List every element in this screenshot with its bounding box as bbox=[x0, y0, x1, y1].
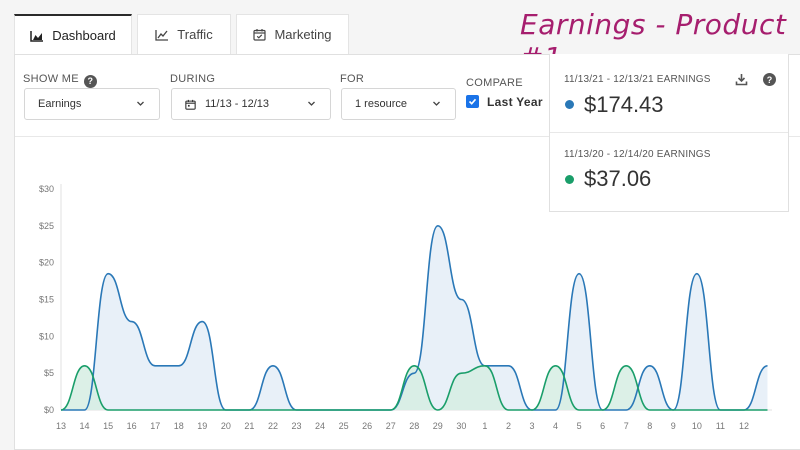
tab-dashboard[interactable]: Dashboard bbox=[14, 14, 132, 55]
x-tick-label: 14 bbox=[80, 421, 90, 431]
x-tick-label: 1 bbox=[482, 421, 487, 431]
x-tick-label: 4 bbox=[553, 421, 558, 431]
x-tick-label: 28 bbox=[409, 421, 419, 431]
compare-checkbox[interactable] bbox=[466, 95, 479, 108]
for-value: 1 resource bbox=[355, 98, 407, 110]
x-tick-label: 13 bbox=[56, 421, 66, 431]
line-chart-icon bbox=[155, 29, 169, 41]
current-earnings-label: 11/13/21 - 12/13/21 EARNINGS bbox=[564, 74, 711, 85]
chevron-down-icon bbox=[137, 101, 144, 106]
chevron-down-icon bbox=[308, 101, 315, 106]
previous-earnings: 11/13/20 - 12/14/20 EARNINGS $37.06 bbox=[550, 132, 788, 212]
tab-label: Marketing bbox=[274, 27, 332, 42]
download-icon[interactable] bbox=[735, 73, 748, 86]
x-tick-label: 2 bbox=[506, 421, 511, 431]
x-tick-label: 12 bbox=[739, 421, 749, 431]
x-tick-label: 9 bbox=[671, 421, 676, 431]
x-tick-label: 3 bbox=[529, 421, 534, 431]
x-tick-label: 29 bbox=[433, 421, 443, 431]
current-earnings: 11/13/21 - 12/13/21 EARNINGS ? $174.43 bbox=[550, 54, 788, 132]
help-icon[interactable]: ? bbox=[763, 73, 776, 86]
show-me-select[interactable]: Earnings bbox=[24, 88, 160, 120]
tab-marketing[interactable]: Marketing bbox=[236, 14, 349, 54]
previous-earnings-label: 11/13/20 - 12/14/20 EARNINGS bbox=[564, 149, 711, 160]
x-tick-label: 8 bbox=[647, 421, 652, 431]
calendar-icon bbox=[185, 99, 196, 110]
tab-bar: Dashboard Traffic Marketing bbox=[0, 0, 800, 55]
tab-label: Dashboard bbox=[52, 28, 116, 43]
x-tick-label: 21 bbox=[244, 421, 254, 431]
current-earnings-value: $174.43 bbox=[584, 92, 664, 117]
x-tick-label: 16 bbox=[127, 421, 137, 431]
x-tick-label: 30 bbox=[456, 421, 466, 431]
previous-series-dot bbox=[565, 175, 574, 184]
x-tick-label: 5 bbox=[577, 421, 582, 431]
x-tick-label: 6 bbox=[600, 421, 605, 431]
show-me-label: SHOW ME? bbox=[23, 73, 97, 88]
x-tick-label: 18 bbox=[174, 421, 184, 431]
x-tick-label: 7 bbox=[624, 421, 629, 431]
series-0-area bbox=[61, 225, 768, 410]
x-tick-label: 20 bbox=[221, 421, 231, 431]
x-tick-label: 15 bbox=[103, 421, 113, 431]
compare-checkbox-label[interactable]: Last Year bbox=[487, 95, 543, 109]
series-1-line bbox=[60, 364, 768, 411]
series-0-line bbox=[61, 225, 768, 411]
x-tick-label: 17 bbox=[150, 421, 160, 431]
y-tick-label: $30 bbox=[39, 184, 54, 194]
tab-label: Traffic bbox=[177, 27, 213, 42]
y-tick-label: $0 bbox=[44, 405, 54, 415]
x-tick-label: 11 bbox=[716, 421, 725, 431]
check-icon bbox=[468, 98, 477, 105]
x-tick-label: 25 bbox=[339, 421, 349, 431]
help-icon[interactable]: ? bbox=[83, 74, 97, 88]
current-series-dot bbox=[565, 100, 574, 109]
tab-traffic[interactable]: Traffic bbox=[137, 14, 231, 54]
calendar-check-icon bbox=[253, 29, 267, 41]
for-label: FOR bbox=[340, 73, 365, 85]
x-tick-label: 19 bbox=[197, 421, 207, 431]
filter-controls: SHOW ME? Earnings DURING 11/13 - 12/13 F… bbox=[15, 55, 800, 137]
area-chart-icon bbox=[30, 30, 44, 42]
during-select[interactable]: 11/13 - 12/13 bbox=[171, 88, 331, 120]
y-tick-label: $20 bbox=[39, 258, 54, 268]
x-tick-label: 10 bbox=[692, 421, 702, 431]
during-value: 11/13 - 12/13 bbox=[205, 98, 270, 110]
y-tick-label: $25 bbox=[39, 221, 54, 231]
earnings-summary-card: 11/13/21 - 12/13/21 EARNINGS ? $174.43 1… bbox=[549, 54, 789, 212]
y-tick-label: $10 bbox=[39, 331, 54, 341]
y-tick-label: $5 bbox=[44, 368, 54, 378]
series-1-area bbox=[61, 365, 768, 410]
during-label: DURING bbox=[170, 73, 216, 85]
x-tick-label: 22 bbox=[268, 421, 278, 431]
x-tick-label: 23 bbox=[291, 421, 301, 431]
compare-label: COMPARE bbox=[466, 77, 523, 89]
show-me-value: Earnings bbox=[38, 98, 82, 110]
x-tick-label: 24 bbox=[315, 421, 325, 431]
x-tick-label: 27 bbox=[386, 421, 396, 431]
y-tick-label: $15 bbox=[39, 295, 54, 305]
for-select[interactable]: 1 resource bbox=[341, 88, 456, 120]
previous-earnings-value: $37.06 bbox=[584, 166, 652, 191]
chevron-down-icon bbox=[433, 101, 440, 106]
x-tick-label: 26 bbox=[362, 421, 372, 431]
